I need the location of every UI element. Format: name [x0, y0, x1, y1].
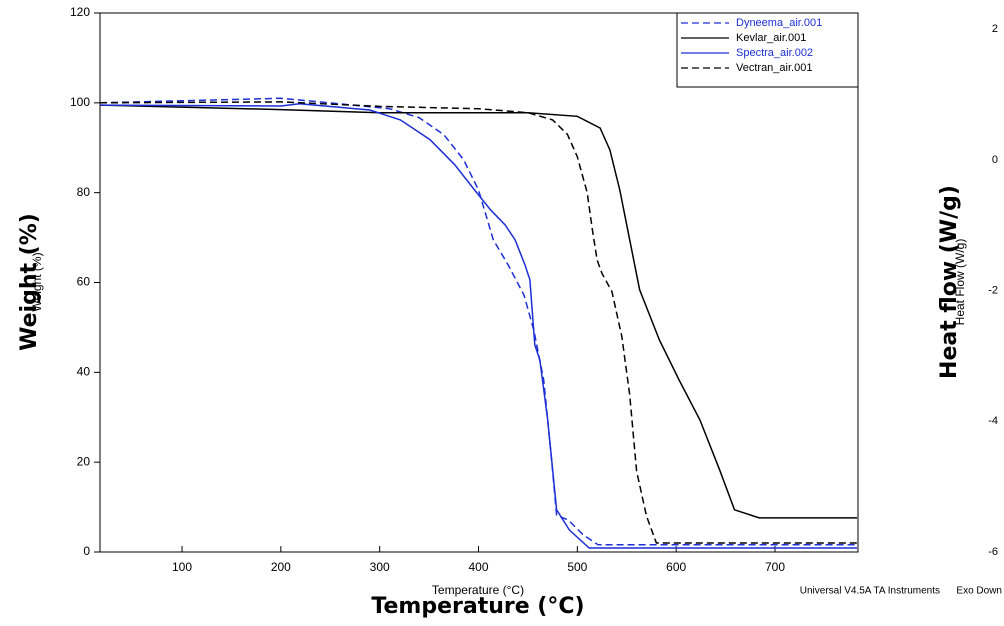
y-tick-label: 40	[77, 365, 91, 379]
legend-box	[676, 12, 859, 88]
series-line	[99, 101, 857, 544]
x-tick-label: 600	[666, 560, 686, 574]
x-tick-label: 400	[468, 560, 488, 574]
legend-label: Vectran_air.001	[736, 62, 812, 74]
y2-axis-label-large: Heat flow (W/g)	[937, 185, 962, 379]
x-tick-label: 500	[567, 560, 587, 574]
plot-frame	[99, 12, 859, 553]
x-tick-label: 300	[370, 560, 390, 574]
y-axis-label: Weight (%)	[30, 252, 44, 311]
y-axis-label-large: Weight (%)	[17, 213, 42, 351]
y2-tick-label: 2	[992, 23, 998, 35]
series-line	[99, 97, 857, 546]
legend-label: Spectra_air.002	[736, 47, 813, 59]
y-tick-label: 80	[77, 185, 91, 199]
y-tick-label: 120	[70, 5, 90, 19]
y-tick-label: 20	[77, 454, 91, 468]
y2-axis-label: Heat Flow (W/g)	[953, 239, 967, 326]
x-axis-label: Temperature (°C)	[432, 583, 524, 597]
y-tick-label: 100	[70, 95, 90, 109]
footer-right: Exo Down	[956, 586, 1002, 597]
series-line	[99, 102, 857, 549]
y2-tick-label: 0	[992, 154, 998, 166]
series-line	[99, 104, 857, 519]
x-tick-label: 700	[765, 560, 785, 574]
legend-label: Kevlar_air.001	[736, 32, 806, 44]
x-tick-label: 200	[271, 560, 291, 574]
x-axis-label-large: Temperature (°C)	[371, 594, 584, 619]
y-tick-label: 60	[77, 275, 91, 289]
y2-tick-label: -2	[988, 285, 998, 297]
footer: Universal V4.5A TA Instruments	[800, 586, 940, 597]
y2-tick-label: -6	[988, 546, 998, 558]
y-tick-label: 0	[83, 544, 90, 558]
x-tick-label: 100	[172, 560, 192, 574]
legend-label: Dyneema_air.001	[736, 17, 822, 29]
y2-tick-label: -4	[988, 415, 998, 427]
